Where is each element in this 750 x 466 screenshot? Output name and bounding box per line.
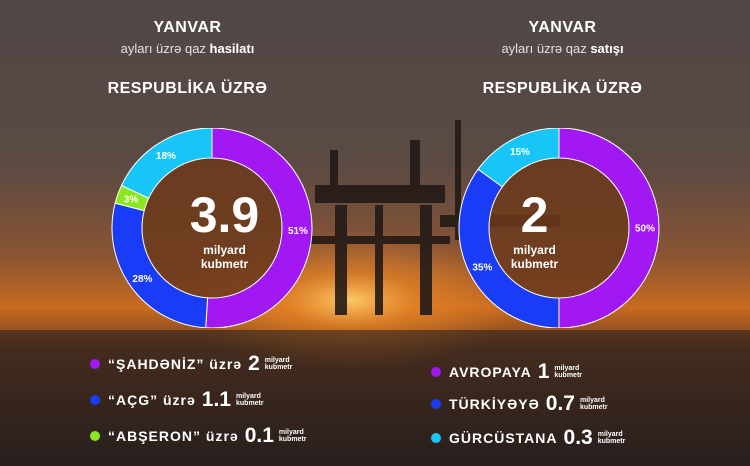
legend-unit-line-1: milyard: [236, 393, 261, 400]
legend-item: GÜRCÜSTANA 0.3 milyard kubmetr: [431, 426, 625, 450]
slice-label: 51%: [288, 226, 308, 237]
subtitle-bold-text: satışı: [590, 41, 624, 56]
legend-unit: milyard kubmetr: [279, 429, 307, 443]
legend-unit: milyard kubmetr: [236, 393, 264, 407]
donut-slice: [205, 128, 313, 328]
center-unit-line-1: milyard: [203, 243, 246, 257]
legend-item: AVROPAYA 1 milyard kubmetr: [431, 360, 582, 384]
legend-dot-icon: [90, 359, 100, 369]
center-total-value: 2: [520, 187, 549, 243]
slice-label: 18%: [156, 151, 176, 162]
subtitle-text: ayları üzrə qaz: [501, 41, 591, 56]
slice-label: 35%: [472, 263, 492, 274]
legend-value: 0.1: [244, 424, 274, 447]
center-unit: milyard kubmetr: [37, 243, 412, 271]
legend-dot-icon: [90, 431, 100, 441]
slice-label: 28%: [132, 274, 152, 285]
slice-label: 50%: [635, 224, 655, 235]
legend-value: 1.1: [201, 388, 231, 411]
legend-name: “ABŞERON” üzrə: [108, 428, 239, 444]
legend-name: GÜRCÜSTANA: [449, 430, 558, 446]
legend-unit: milyard kubmetr: [598, 431, 626, 445]
legend-unit-line-2: kubmetr: [236, 400, 264, 407]
legend-dot-icon: [431, 367, 441, 377]
legend-value: 1: [537, 360, 550, 383]
month-title: YANVAR: [153, 19, 222, 36]
legend-item: “ŞAHDƏNİZ” üzrə 2 milyard kubmetr: [90, 352, 292, 376]
sales-panel: YANVAR ayları üzrə qaz satışı RESPUBLİKA…: [375, 0, 750, 466]
legend-unit-line-2: kubmetr: [597, 438, 626, 445]
slice-label: 3%: [124, 194, 139, 205]
legend-unit-line-2: kubmetr: [554, 372, 583, 379]
legend-value: 0.3: [563, 426, 593, 449]
center-unit-line-2: kubmetr: [510, 257, 559, 271]
legend-unit: milyard kubmetr: [580, 397, 608, 411]
production-panel: YANVAR ayları üzrə qaz hasilatı RESPUBLİ…: [0, 19, 375, 448]
legend-unit: milyard kubmetr: [265, 357, 293, 371]
legend-name: “ŞAHDƏNİZ” üzrə: [108, 356, 243, 372]
production-donut-chart: 51% 28% 3% 18%: [111, 128, 313, 328]
legend-unit-line-1: milyard: [579, 397, 605, 404]
month-title: YANVAR: [528, 19, 597, 36]
center-unit-line-2: kubmetr: [200, 257, 249, 271]
subtitle: ayları üzrə qaz hasilatı: [0, 41, 375, 56]
center-total-value: 3.9: [189, 187, 260, 243]
legend-name: TÜRKİYƏYƏ: [449, 396, 540, 412]
legend-unit-line-2: kubmetr: [264, 364, 293, 371]
slice-label: 15%: [510, 147, 530, 158]
subtitle: ayları üzrə qaz satışı: [375, 41, 750, 56]
subtitle-text: ayları üzrə qaz: [120, 41, 210, 56]
donut-slice: [120, 128, 213, 199]
legend-name: AVROPAYA: [449, 364, 532, 380]
legend-dot-icon: [431, 399, 441, 409]
legend-item: TÜRKİYƏYƏ 0.7 milyard kubmetr: [431, 392, 608, 416]
donut-center-disc: [489, 158, 629, 298]
donut-center-disc: [142, 158, 282, 298]
legend-item: “ABŞERON” üzrə 0.1 milyard kubmetr: [90, 424, 307, 448]
legend-value: 2: [248, 352, 260, 375]
legend-unit-line-1: milyard: [264, 357, 290, 364]
sales-donut-chart: 50% 35% 15%: [458, 128, 660, 328]
legend-unit-line-1: milyard: [554, 365, 580, 372]
legend-unit: milyard kubmetr: [554, 365, 582, 379]
donut-slice: [477, 128, 560, 188]
legend-item: “AÇG” üzrə 1.1 milyard kubmetr: [90, 388, 264, 412]
center-unit: milyard kubmetr: [347, 243, 722, 271]
legend-value: 0.7: [545, 392, 575, 415]
legend-dot-icon: [90, 395, 100, 405]
subtitle-bold-text: hasilatı: [209, 41, 255, 56]
legend-unit-line-1: milyard: [278, 429, 304, 436]
legend-dot-icon: [431, 433, 441, 443]
scope-title: RESPUBLİKA ÜZRƏ: [482, 80, 643, 97]
legend-name: “AÇG” üzrə: [108, 392, 196, 408]
scope-title: RESPUBLİKA ÜZRƏ: [107, 80, 268, 97]
legend-unit-line-2: kubmetr: [278, 436, 307, 443]
legend-unit-line-1: milyard: [597, 431, 623, 438]
donut-slice: [558, 128, 660, 328]
center-unit-line-1: milyard: [513, 243, 556, 257]
legend-unit-line-2: kubmetr: [579, 404, 608, 411]
